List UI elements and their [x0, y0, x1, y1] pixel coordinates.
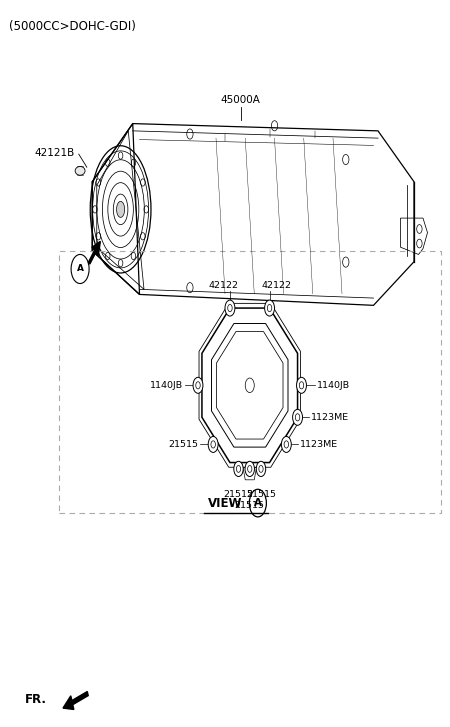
Text: 42121B: 42121B	[34, 148, 74, 158]
Text: 42122: 42122	[261, 281, 291, 290]
Text: 45000A: 45000A	[221, 95, 261, 105]
Circle shape	[292, 409, 302, 425]
Text: FR.: FR.	[25, 693, 47, 706]
Circle shape	[265, 300, 274, 316]
Text: 42122: 42122	[208, 281, 238, 290]
Text: VIEW: VIEW	[208, 497, 242, 510]
Circle shape	[193, 377, 203, 393]
Text: 1140JB: 1140JB	[317, 381, 350, 390]
Circle shape	[297, 377, 306, 393]
Circle shape	[245, 462, 254, 476]
Text: 1140JB: 1140JB	[149, 381, 183, 390]
Text: 1123ME: 1123ME	[311, 413, 350, 422]
Text: A: A	[254, 498, 262, 508]
Circle shape	[234, 462, 243, 476]
Text: 1123ME: 1123ME	[300, 440, 338, 449]
Text: 21515: 21515	[246, 490, 276, 499]
Ellipse shape	[117, 201, 125, 217]
Text: 21515: 21515	[224, 490, 253, 499]
Circle shape	[256, 462, 266, 476]
Text: (5000CC>DOHC-GDI): (5000CC>DOHC-GDI)	[9, 20, 136, 33]
FancyArrow shape	[88, 241, 100, 264]
FancyArrow shape	[63, 691, 88, 710]
Text: 21515: 21515	[168, 440, 198, 449]
Ellipse shape	[75, 166, 85, 175]
Text: A: A	[76, 265, 84, 273]
Circle shape	[225, 300, 235, 316]
Circle shape	[208, 436, 218, 452]
Bar	[58, 251, 441, 513]
Circle shape	[281, 436, 291, 452]
Text: 21515: 21515	[235, 501, 265, 510]
